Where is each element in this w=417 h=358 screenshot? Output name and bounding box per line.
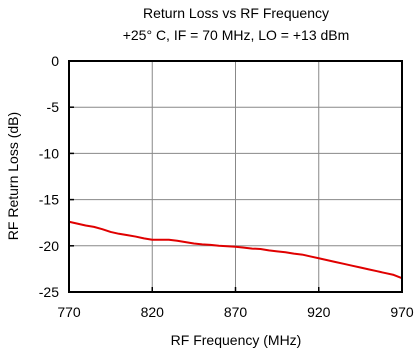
x-axis-label: RF Frequency (MHz) — [171, 332, 302, 348]
y-tick-labels: 0 -5 -10 -15 -20 -25 — [39, 53, 59, 300]
y-tick-label: -25 — [39, 284, 59, 300]
y-tick-label: -10 — [39, 145, 59, 161]
tick-marks — [68, 60, 403, 293]
x-tick-label: 870 — [224, 304, 248, 320]
grid-lines — [69, 61, 402, 292]
x-tick-label: 820 — [141, 304, 165, 320]
series-line — [68, 220, 403, 280]
chart-subtitle: +25° C, IF = 70 MHz, LO = +13 dBm — [123, 27, 350, 43]
y-tick-label: -15 — [39, 192, 59, 208]
y-tick-label: -20 — [39, 238, 59, 254]
x-tick-label: 920 — [307, 304, 331, 320]
x-tick-label: 770 — [57, 304, 81, 320]
y-axis-label: RF Return Loss (dB) — [5, 112, 21, 240]
chart-title: Return Loss vs RF Frequency — [143, 5, 329, 21]
x-tick-label: 970 — [390, 304, 414, 320]
y-tick-label: 0 — [51, 53, 59, 69]
x-tick-labels: 770 820 870 920 970 — [57, 304, 414, 320]
y-tick-label: -5 — [47, 99, 60, 115]
data-line-group — [68, 220, 403, 280]
